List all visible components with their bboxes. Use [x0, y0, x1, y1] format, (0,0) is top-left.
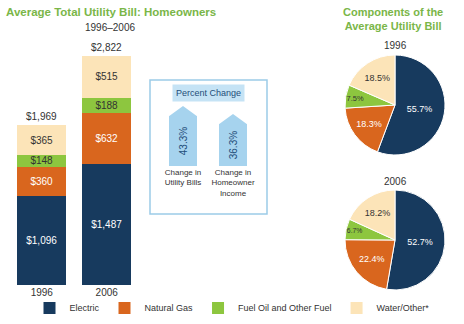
svg-text:55.7%: 55.7% — [407, 104, 433, 114]
svg-text:$632: $632 — [95, 133, 118, 144]
svg-text:52.7%: 52.7% — [407, 237, 433, 247]
svg-text:18.5%: 18.5% — [365, 73, 391, 83]
svg-text:Change inUtility Bills: Change inUtility Bills — [165, 168, 201, 187]
svg-text:6.7%: 6.7% — [347, 227, 363, 234]
svg-text:Natural Gas: Natural Gas — [145, 303, 194, 313]
svg-text:18.2%: 18.2% — [365, 208, 391, 218]
svg-text:$148: $148 — [30, 155, 53, 166]
svg-text:$1,096: $1,096 — [26, 235, 57, 246]
svg-text:$1,969: $1,969 — [26, 111, 57, 122]
svg-text:Electric: Electric — [70, 303, 100, 313]
svg-text:$515: $515 — [95, 71, 118, 82]
svg-text:Components of theAverage Utili: Components of theAverage Utility Bill — [343, 6, 443, 32]
svg-text:Fuel Oil and Other Fuel: Fuel Oil and Other Fuel — [238, 303, 332, 313]
svg-text:1996–2006: 1996–2006 — [85, 22, 135, 33]
svg-text:Average Total Utility Bill: Ho: Average Total Utility Bill: Homeowners — [6, 6, 216, 18]
svg-text:22.4%: 22.4% — [359, 254, 385, 264]
svg-text:43.3%: 43.3% — [178, 127, 189, 155]
svg-text:1996: 1996 — [31, 287, 54, 298]
svg-text:7.5%: 7.5% — [347, 94, 364, 103]
svg-text:$188: $188 — [95, 100, 118, 111]
svg-text:2006: 2006 — [384, 176, 407, 187]
svg-text:Water/Other*: Water/Other* — [377, 303, 430, 313]
svg-text:Percent Change: Percent Change — [176, 88, 241, 98]
svg-text:$360: $360 — [30, 176, 53, 187]
svg-text:2006: 2006 — [96, 287, 119, 298]
svg-text:$1,487: $1,487 — [91, 219, 122, 230]
svg-text:18.3%: 18.3% — [356, 119, 382, 129]
svg-text:Change inHomeownerIncome: Change inHomeownerIncome — [211, 168, 254, 198]
svg-text:36.3%: 36.3% — [228, 131, 239, 159]
svg-text:$2,822: $2,822 — [91, 42, 122, 53]
svg-text:1996: 1996 — [384, 40, 407, 51]
svg-text:$365: $365 — [30, 135, 53, 146]
